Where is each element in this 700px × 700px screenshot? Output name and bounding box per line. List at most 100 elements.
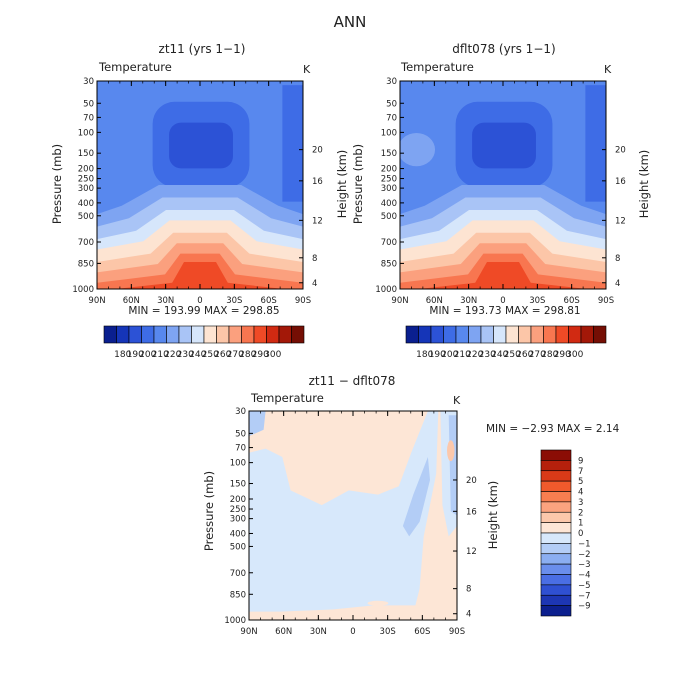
colorbar-label: 290	[554, 350, 571, 360]
contour-band	[249, 411, 439, 612]
colorbar-label: 210	[152, 350, 169, 360]
colorbar-swatch	[228, 325, 242, 344]
y-tick-label: 500	[230, 542, 246, 552]
colorbar-label: 230	[177, 350, 194, 360]
colorbar-label: 250	[202, 350, 219, 360]
colorbar-label: −1	[578, 539, 591, 549]
y-tick-label: 500	[78, 212, 94, 222]
colorbar-swatch	[116, 325, 130, 344]
panel-title: zt11 − dflt078	[309, 374, 396, 388]
colorbar-label: 200	[441, 350, 458, 360]
colorbar-swatch	[540, 532, 572, 544]
y-tick-label: 70	[235, 444, 246, 454]
colorbar-swatch	[266, 325, 280, 344]
y-tick-label: 50	[235, 429, 246, 439]
x-tick-label: 60S	[261, 296, 277, 306]
colorbar-label: 230	[479, 350, 496, 360]
x-tick-label: 90S	[598, 296, 614, 306]
colorbar-swatch	[153, 325, 167, 344]
y2-axis-title: Height (km)	[486, 481, 500, 550]
contour-band	[400, 133, 436, 167]
y2-tick-label: 8	[466, 585, 471, 595]
colorbar-swatch	[418, 325, 432, 344]
colorbar-swatch	[241, 325, 255, 344]
colorbar-swatch	[253, 325, 267, 344]
y2-tick-label: 12	[312, 216, 323, 226]
x-tick-label: 60S	[564, 296, 580, 306]
colorbar-swatch	[540, 501, 572, 513]
colorbar-label: 270	[529, 350, 546, 360]
colorbar-swatch	[430, 325, 444, 344]
colorbar-label: 190	[429, 350, 446, 360]
colorbar-swatch	[505, 325, 519, 344]
y-tick-label: 70	[386, 113, 397, 123]
y-tick-label: 850	[381, 259, 397, 269]
contour-band	[169, 122, 233, 169]
x-tick-label: 30S	[226, 296, 242, 306]
x-tick-label: 90N	[88, 296, 105, 306]
x-tick-label: 0	[350, 627, 355, 637]
colorbar-swatch	[128, 325, 142, 344]
minmax-text: MIN = 193.73 MAX = 298.81	[429, 305, 580, 317]
y2-tick-label: 4	[615, 279, 620, 289]
colorbar-swatch	[540, 543, 572, 555]
y-tick-label: 50	[386, 99, 397, 109]
y-tick-label: 150	[230, 480, 246, 490]
y-tick-label: 300	[78, 184, 94, 194]
y-tick-label: 400	[381, 199, 397, 209]
contour-field	[97, 81, 303, 289]
colorbar-label: 250	[504, 350, 521, 360]
colorbar-swatch	[141, 325, 155, 344]
y2-tick-label: 20	[615, 146, 626, 156]
colorbar-swatch	[540, 511, 572, 523]
y-tick-label: 300	[381, 184, 397, 194]
colorbar-swatch	[540, 574, 572, 586]
y2-axis-title: Height (km)	[637, 150, 651, 219]
colorbar-swatch	[203, 325, 217, 344]
x-tick-label: 30N	[460, 296, 477, 306]
colorbar-label: 5	[578, 477, 583, 487]
colorbar-swatch	[540, 594, 572, 606]
contour-band	[249, 411, 266, 437]
colorbar-label: 240	[189, 350, 206, 360]
x-tick-label: 60S	[414, 627, 430, 637]
contour-band	[282, 85, 303, 202]
field-label: Temperature	[250, 391, 324, 405]
panel-zt11: zt11 (yrs 1−1) Temperature K Pressure (m…	[50, 42, 349, 360]
minmax-text: MIN = 193.99 MAX = 298.85	[128, 305, 279, 317]
x-tick-label: 30S	[529, 296, 545, 306]
y-tick-label: 400	[78, 199, 94, 209]
x-tick-label: 60N	[426, 296, 443, 306]
field-label: Temperature	[98, 60, 172, 74]
colorbar-label: 190	[127, 350, 144, 360]
x-tick-label: 60N	[275, 627, 292, 637]
colorbar-swatch	[405, 325, 419, 344]
y2-tick-label: 12	[466, 547, 477, 557]
y-tick-label: 200	[78, 165, 94, 175]
minmax-text: MIN = −2.93 MAX = 2.14	[486, 423, 620, 435]
y-tick-label: 100	[78, 128, 94, 138]
x-tick-label: 90S	[295, 296, 311, 306]
colorbar-label: 240	[491, 350, 508, 360]
colorbar-label: 260	[516, 350, 533, 360]
y-tick-label: 200	[230, 495, 246, 505]
panel-difference: zt11 − dflt078 Temperature K Pressure (m…	[202, 374, 620, 637]
colorbar-label: −2	[578, 550, 591, 560]
colorbar-swatch	[540, 584, 572, 596]
y2-tick-label: 12	[615, 216, 626, 226]
y-tick-label: 30	[83, 77, 94, 87]
y2-tick-label: 4	[312, 279, 317, 289]
colorbar-label: 300	[566, 350, 583, 360]
colorbar-label: −3	[578, 560, 591, 570]
y2-tick-label: 20	[312, 146, 323, 156]
colorbar-label: 4	[578, 488, 583, 498]
y-tick-label: 850	[78, 259, 94, 269]
colorbar-swatch	[540, 460, 572, 472]
colorbar-label: 0	[578, 529, 583, 539]
colorbar-swatch	[443, 325, 457, 344]
colorbar-swatch	[540, 563, 572, 575]
colorbar-label: −5	[578, 581, 591, 591]
field-label: Temperature	[400, 60, 474, 74]
y-tick-label: 100	[381, 128, 397, 138]
